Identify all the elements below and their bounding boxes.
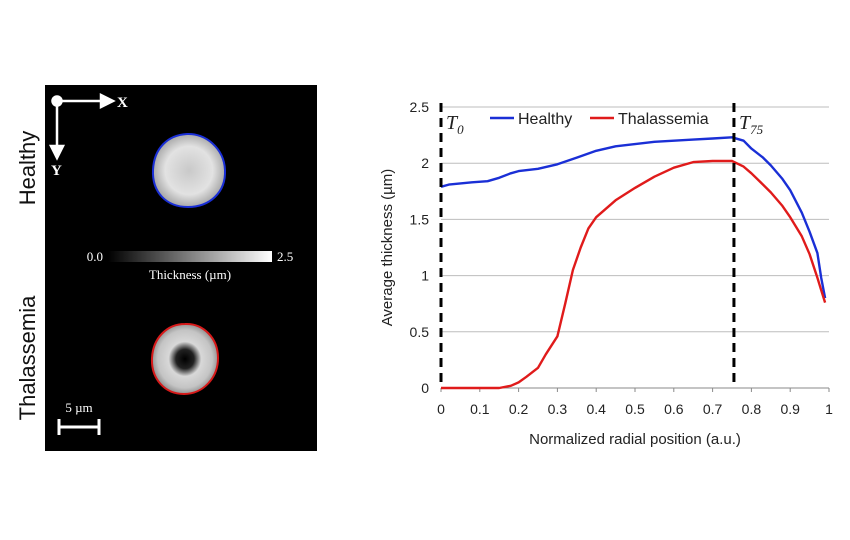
microscopy-image: X Y 0.0 2.5 Thickness (µm) 5 µm	[45, 85, 317, 451]
x-tick-label: 0.2	[509, 401, 529, 417]
y-tick-label: 1.5	[410, 211, 430, 227]
legend-label: Healthy	[518, 111, 572, 128]
y-tick-label: 2.5	[410, 99, 430, 115]
x-tick-label: 0.5	[625, 401, 645, 417]
annotations: T0 T75	[439, 103, 764, 388]
x-tick-label: 0.6	[664, 401, 684, 417]
grid	[441, 106, 829, 389]
y-tick-label: 2	[421, 155, 429, 171]
series-line-healthy	[440, 136, 827, 299]
legend: Healthy Thalassemia	[490, 111, 709, 128]
x-axis-label: Normalized radial position (a.u.)	[529, 431, 741, 448]
axis-x-label: X	[117, 95, 128, 111]
colorbar-label: Thickness (µm)	[149, 267, 231, 282]
annotation-label: T75	[739, 112, 764, 137]
series-line-thalassemia	[441, 159, 827, 390]
scale-bar	[57, 419, 101, 435]
healthy-cell	[151, 132, 227, 209]
series-layer	[440, 136, 827, 390]
colorbar-min: 0.0	[87, 249, 103, 264]
x-tick-label: 0.9	[780, 401, 800, 417]
y-tick-label: 1	[421, 268, 429, 284]
x-tick-label: 0.7	[703, 401, 723, 417]
x-tick-label: 0.8	[742, 401, 762, 417]
thalassemia-cell	[150, 322, 220, 396]
x-tick-label: 0	[437, 401, 445, 417]
legend-label: Thalassemia	[618, 111, 709, 128]
y-tick-label: 0.5	[410, 324, 430, 340]
x-tick-label: 0.1	[470, 401, 490, 417]
colorbar	[108, 251, 272, 262]
axis-y-label: Y	[51, 163, 62, 179]
x-tick-labels: 0 0.1 0.2 0.3 0.4 0.5 0.6 0.7 0.8 0.9 1	[437, 388, 833, 417]
axes-arrows-icon	[48, 92, 116, 161]
y-tick-labels: 0 0.5 1 1.5 2 2.5	[410, 99, 430, 396]
y-axis-label: Average thickness (µm)	[379, 169, 396, 327]
scale-bar-label: 5 µm	[65, 400, 92, 415]
annotation-label: T0	[446, 112, 464, 137]
x-tick-label: 0.3	[548, 401, 568, 417]
microscopy-panel: Healthy Thalassemia	[0, 0, 330, 540]
x-tick-label: 1	[825, 401, 833, 417]
x-tick-label: 0.4	[586, 401, 606, 417]
colorbar-max: 2.5	[277, 249, 293, 264]
y-tick-label: 0	[421, 380, 429, 396]
